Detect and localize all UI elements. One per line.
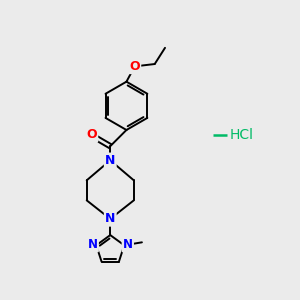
Text: HCl: HCl: [230, 128, 254, 142]
Text: O: O: [129, 60, 140, 73]
Text: N: N: [105, 212, 116, 225]
Text: O: O: [86, 128, 97, 142]
Text: N: N: [105, 154, 116, 167]
Text: N: N: [123, 238, 133, 251]
Text: N: N: [88, 238, 98, 251]
